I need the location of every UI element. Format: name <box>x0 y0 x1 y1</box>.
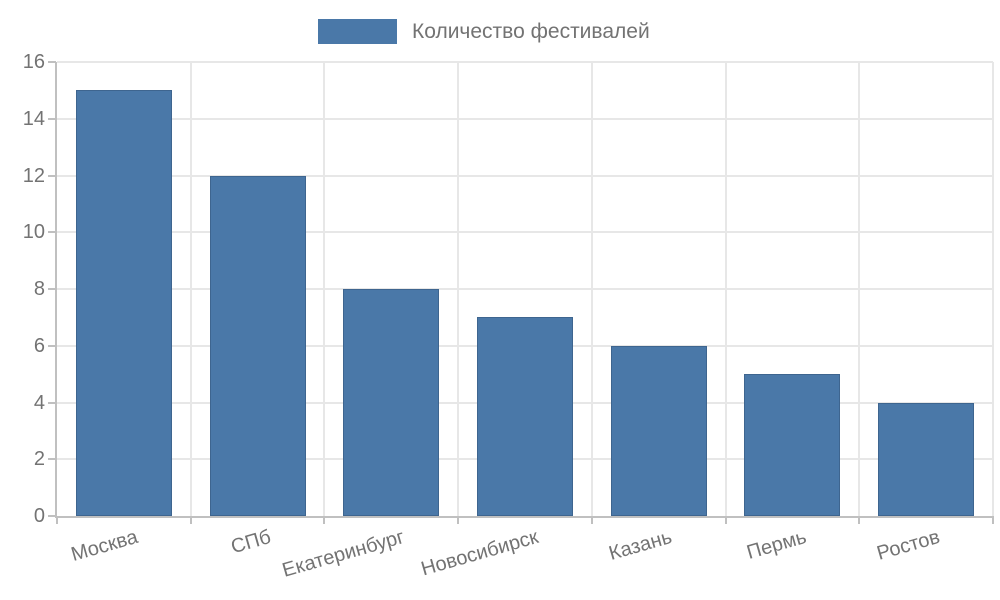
bar-Казань <box>610 345 707 516</box>
gridline-vertical <box>189 62 192 516</box>
x-tick-label: Казань <box>606 526 675 565</box>
y-tick <box>48 117 56 120</box>
gridline-vertical <box>724 62 727 516</box>
legend: Количество фестивалей <box>318 19 650 44</box>
gridline-horizontal <box>57 117 993 120</box>
x-tick-label: Пермь <box>743 526 809 564</box>
y-tick-label: 0 <box>33 505 45 527</box>
plot-area <box>55 61 994 518</box>
gridline-horizontal <box>57 61 993 63</box>
y-tick <box>48 458 56 461</box>
x-tick <box>992 516 994 524</box>
x-tick-label: Новосибирск <box>418 526 542 581</box>
y-axis-spine <box>55 62 57 518</box>
y-tick-label: 4 <box>33 391 45 414</box>
y-tick-label: 12 <box>22 164 45 187</box>
gridline-vertical <box>457 62 460 516</box>
y-tick-label: 14 <box>22 107 45 130</box>
x-tick <box>189 516 192 524</box>
y-tick-label: 2 <box>33 448 45 471</box>
bar-Екатеринбург <box>343 289 440 516</box>
y-tick-label: 10 <box>22 221 45 244</box>
y-tick-label: 6 <box>33 334 45 357</box>
x-tick <box>724 516 727 524</box>
x-tick-label: Москва <box>68 526 140 566</box>
y-tick <box>48 344 56 347</box>
gridline-horizontal <box>57 174 993 177</box>
bar-Москва <box>75 90 172 516</box>
y-tick <box>48 174 56 177</box>
bar-Ростов <box>878 402 975 516</box>
gridline-horizontal <box>57 231 993 234</box>
x-tick <box>457 516 460 524</box>
bar-Пермь <box>744 374 841 516</box>
gridline-vertical <box>590 62 593 516</box>
bar-Новосибирск <box>477 317 573 516</box>
y-tick-label: 16 <box>22 51 45 73</box>
y-tick <box>48 231 56 234</box>
x-tick <box>858 516 861 524</box>
gridline-vertical <box>858 62 861 516</box>
x-tick-label: Ростов <box>874 526 943 565</box>
gridline-horizontal <box>57 288 993 290</box>
x-tick <box>56 516 58 524</box>
x-tick <box>590 516 593 524</box>
x-tick-label: Екатеринбург <box>280 526 408 582</box>
bar-СПб <box>209 175 306 516</box>
x-tick-label: СПб <box>228 526 274 559</box>
legend-swatch <box>318 19 397 44</box>
x-axis-spine <box>55 516 993 518</box>
y-tick <box>48 401 56 404</box>
x-tick <box>323 516 326 524</box>
y-tick <box>48 61 56 63</box>
legend-label: Количество фестивалей <box>412 20 650 43</box>
gridline-vertical <box>323 62 326 516</box>
y-tick-label: 8 <box>33 278 45 300</box>
gridline-vertical <box>992 62 994 516</box>
y-tick <box>48 288 56 290</box>
y-tick <box>48 515 56 517</box>
